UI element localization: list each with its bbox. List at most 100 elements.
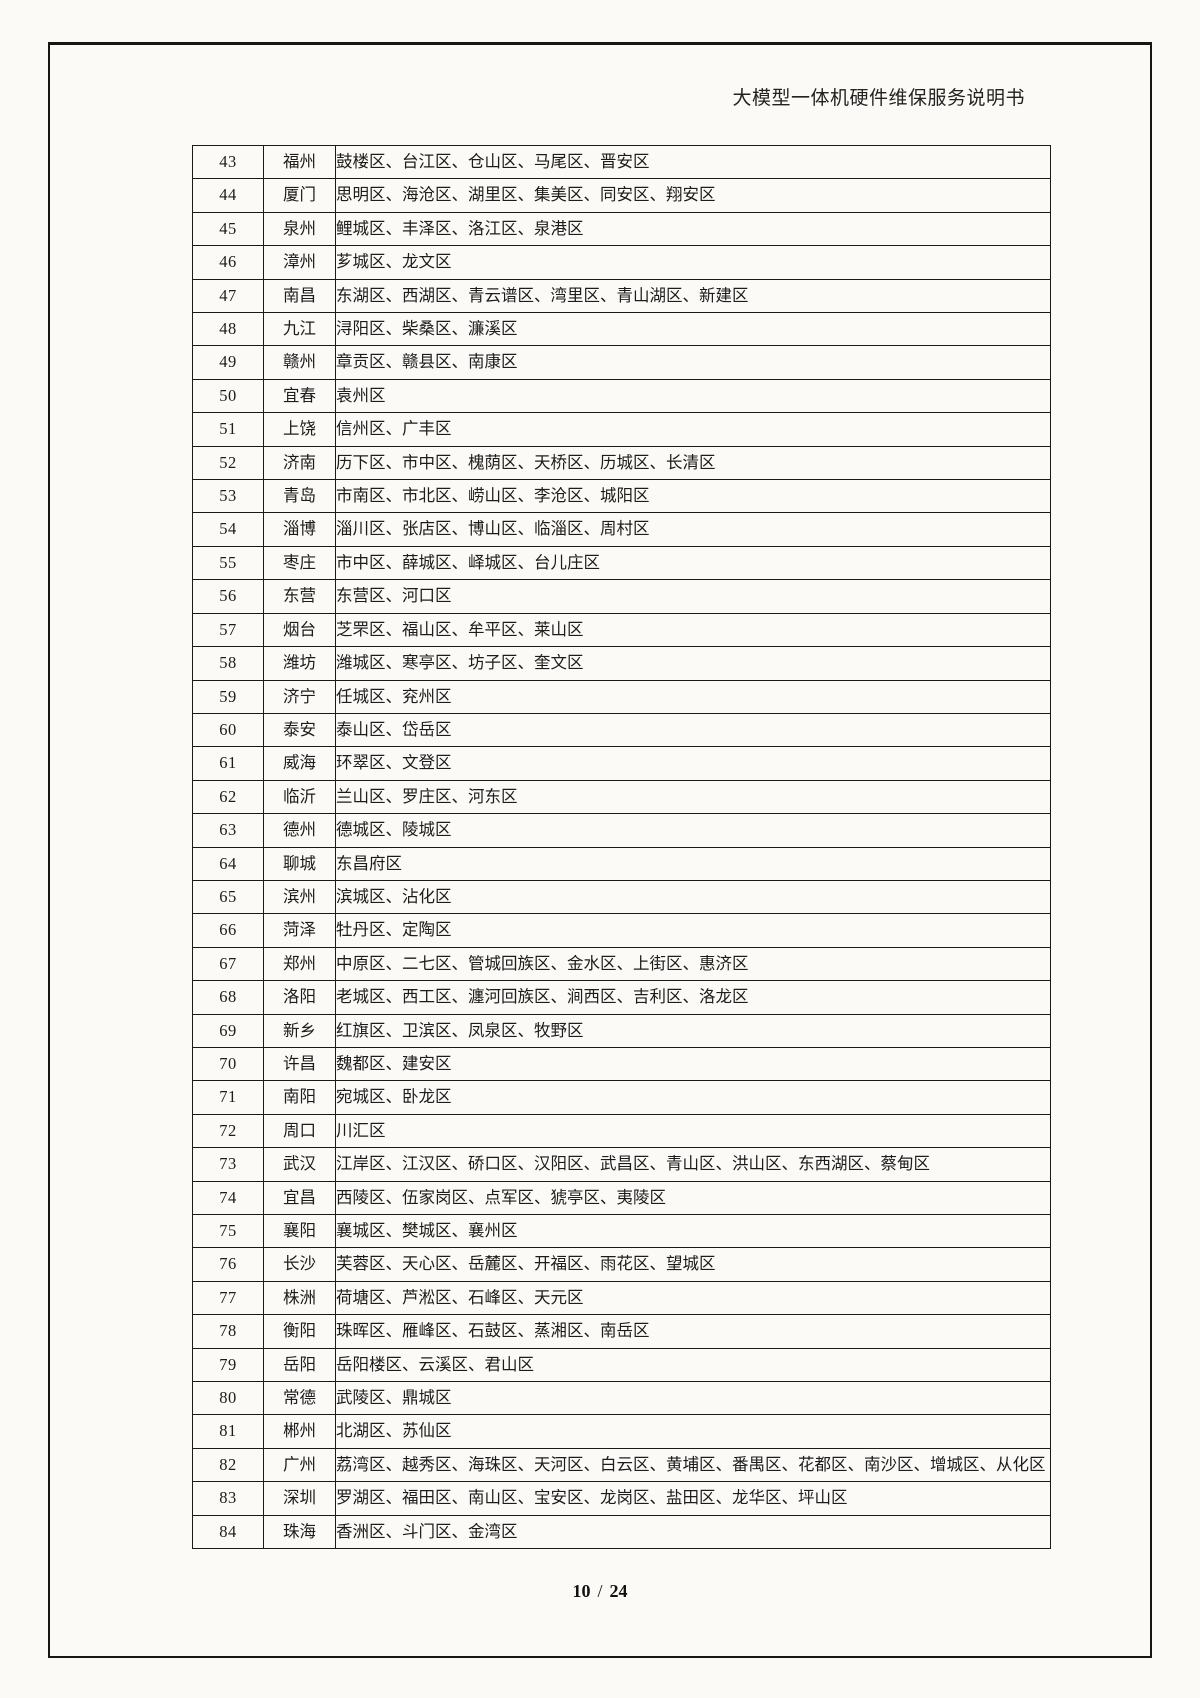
row-number-cell: 80 (192, 1381, 264, 1416)
row-city-cell: 宜昌 (263, 1180, 336, 1216)
row-number-cell: 47 (192, 278, 264, 314)
row-city-cell: 新乡 (263, 1013, 336, 1048)
row-number-cell: 73 (192, 1147, 264, 1182)
row-districts-cell: 川汇区 (335, 1113, 1051, 1149)
row-number-cell: 79 (192, 1347, 264, 1383)
table-row: 51 上饶 信州区、广丰区 (192, 412, 1051, 447)
row-number-cell: 52 (192, 445, 264, 481)
table-row: 84 珠海 香洲区、斗门区、金湾区 (192, 1514, 1051, 1550)
table-row: 60 泰安 泰山区、岱岳区 (192, 712, 1051, 748)
row-number-cell: 66 (192, 913, 264, 948)
row-districts-cell: 芝罘区、福山区、牟平区、莱山区 (335, 612, 1051, 648)
page-number-current: 10 (572, 1581, 591, 1601)
table-row: 63 德州 德城区、陵城区 (192, 813, 1051, 848)
row-districts-cell: 环翠区、文登区 (335, 746, 1051, 781)
table-row: 48 九江 浔阳区、柴桑区、濂溪区 (192, 312, 1051, 347)
row-number-cell: 67 (192, 946, 264, 982)
city-table-body: 43 福州 鼓楼区、台江区、仓山区、马尾区、晋安区 44 厦门 思明区、海沧区、… (192, 144, 1051, 1550)
row-districts-cell: 香洲区、斗门区、金湾区 (335, 1514, 1051, 1550)
row-number-cell: 81 (192, 1414, 264, 1449)
row-number-cell: 50 (192, 378, 264, 414)
row-city-cell: 广州 (263, 1447, 336, 1483)
table-row: 82 广州 荔湾区、越秀区、海珠区、天河区、白云区、黄埔区、番禺区、花都区、南沙… (192, 1447, 1051, 1483)
row-districts-cell: 历下区、市中区、槐荫区、天桥区、历城区、长清区 (335, 445, 1051, 481)
table-row: 66 菏泽 牡丹区、定陶区 (192, 913, 1051, 948)
table-row: 79 岳阳 岳阳楼区、云溪区、君山区 (192, 1347, 1051, 1383)
row-districts-cell: 武陵区、鼎城区 (335, 1381, 1051, 1416)
table-row: 65 滨州 滨城区、沾化区 (192, 879, 1051, 915)
row-districts-cell: 芙蓉区、天心区、岳麓区、开福区、雨花区、望城区 (335, 1247, 1051, 1282)
table-row: 49 赣州 章贡区、赣县区、南康区 (192, 345, 1051, 380)
row-city-cell: 上饶 (263, 412, 336, 447)
row-districts-cell: 鼓楼区、台江区、仓山区、马尾区、晋安区 (335, 144, 1051, 180)
row-number-cell: 46 (192, 245, 264, 280)
row-districts-cell: 岳阳楼区、云溪区、君山区 (335, 1347, 1051, 1383)
row-city-cell: 福州 (263, 144, 336, 180)
table-row: 52 济南 历下区、市中区、槐荫区、天桥区、历城区、长清区 (192, 445, 1051, 481)
row-city-cell: 滨州 (263, 879, 336, 915)
row-districts-cell: 淄川区、张店区、博山区、临淄区、周村区 (335, 512, 1051, 547)
row-number-cell: 49 (192, 345, 264, 380)
table-row: 74 宜昌 西陵区、伍家岗区、点军区、猇亭区、夷陵区 (192, 1180, 1051, 1216)
page-border-frame (48, 42, 1152, 1658)
row-number-cell: 60 (192, 712, 264, 748)
row-districts-cell: 鲤城区、丰泽区、洛江区、泉港区 (335, 211, 1051, 247)
row-districts-cell: 市中区、薛城区、峄城区、台儿庄区 (335, 545, 1051, 581)
row-number-cell: 69 (192, 1013, 264, 1048)
row-districts-cell: 东昌府区 (335, 846, 1051, 881)
row-districts-cell: 珠晖区、雁峰区、石鼓区、蒸湘区、南岳区 (335, 1314, 1051, 1349)
table-row: 77 株洲 荷塘区、芦淞区、石峰区、天元区 (192, 1280, 1051, 1316)
table-row: 43 福州 鼓楼区、台江区、仓山区、马尾区、晋安区 (192, 144, 1051, 180)
row-districts-cell: 浔阳区、柴桑区、濂溪区 (335, 312, 1051, 347)
row-city-cell: 常德 (263, 1381, 336, 1416)
row-number-cell: 65 (192, 879, 264, 915)
row-number-cell: 83 (192, 1481, 264, 1516)
page-number: 10 / 24 (48, 1581, 1152, 1602)
row-number-cell: 48 (192, 312, 264, 347)
document-header-title: 大模型一体机硬件维保服务说明书 (732, 88, 1025, 109)
page-number-total: 24 (609, 1581, 628, 1601)
row-districts-cell: 中原区、二七区、管城回族区、金水区、上街区、惠济区 (335, 946, 1051, 982)
row-city-cell: 厦门 (263, 178, 336, 213)
row-districts-cell: 东营区、河口区 (335, 579, 1051, 614)
row-city-cell: 深圳 (263, 1481, 336, 1516)
table-row: 70 许昌 魏都区、建安区 (192, 1046, 1051, 1082)
table-row: 59 济宁 任城区、兖州区 (192, 679, 1051, 714)
row-number-cell: 68 (192, 980, 264, 1015)
row-number-cell: 43 (192, 144, 264, 180)
row-districts-cell: 江岸区、江汉区、硚口区、汉阳区、武昌区、青山区、洪山区、东西湖区、蔡甸区 (335, 1147, 1051, 1182)
row-city-cell: 东营 (263, 579, 336, 614)
row-number-cell: 84 (192, 1514, 264, 1550)
row-number-cell: 45 (192, 211, 264, 247)
page-number-separator: / (597, 1581, 603, 1601)
row-city-cell: 周口 (263, 1113, 336, 1149)
table-row: 67 郑州 中原区、二七区、管城回族区、金水区、上街区、惠济区 (192, 946, 1051, 982)
table-row: 83 深圳 罗湖区、福田区、南山区、宝安区、龙岗区、盐田区、龙华区、坪山区 (192, 1481, 1051, 1516)
row-city-cell: 潍坊 (263, 646, 336, 681)
table-row: 46 漳州 芗城区、龙文区 (192, 245, 1051, 280)
table-row: 72 周口 川汇区 (192, 1113, 1051, 1149)
row-number-cell: 59 (192, 679, 264, 714)
city-district-table: 43 福州 鼓楼区、台江区、仓山区、马尾区、晋安区 44 厦门 思明区、海沧区、… (192, 144, 1051, 1550)
table-row: 57 烟台 芝罘区、福山区、牟平区、莱山区 (192, 612, 1051, 648)
row-city-cell: 聊城 (263, 846, 336, 881)
row-number-cell: 55 (192, 545, 264, 581)
row-city-cell: 郴州 (263, 1414, 336, 1449)
row-city-cell: 许昌 (263, 1046, 336, 1082)
table-row: 54 淄博 淄川区、张店区、博山区、临淄区、周村区 (192, 512, 1051, 547)
row-number-cell: 62 (192, 779, 264, 815)
row-number-cell: 51 (192, 412, 264, 447)
row-number-cell: 57 (192, 612, 264, 648)
row-districts-cell: 滨城区、沾化区 (335, 879, 1051, 915)
row-number-cell: 76 (192, 1247, 264, 1282)
row-city-cell: 珠海 (263, 1514, 336, 1550)
row-districts-cell: 德城区、陵城区 (335, 813, 1051, 848)
row-city-cell: 菏泽 (263, 913, 336, 948)
row-number-cell: 78 (192, 1314, 264, 1349)
row-districts-cell: 章贡区、赣县区、南康区 (335, 345, 1051, 380)
row-city-cell: 南阳 (263, 1080, 336, 1115)
row-city-cell: 洛阳 (263, 980, 336, 1015)
row-city-cell: 青岛 (263, 479, 336, 514)
table-row: 44 厦门 思明区、海沧区、湖里区、集美区、同安区、翔安区 (192, 178, 1051, 213)
table-row: 71 南阳 宛城区、卧龙区 (192, 1080, 1051, 1115)
